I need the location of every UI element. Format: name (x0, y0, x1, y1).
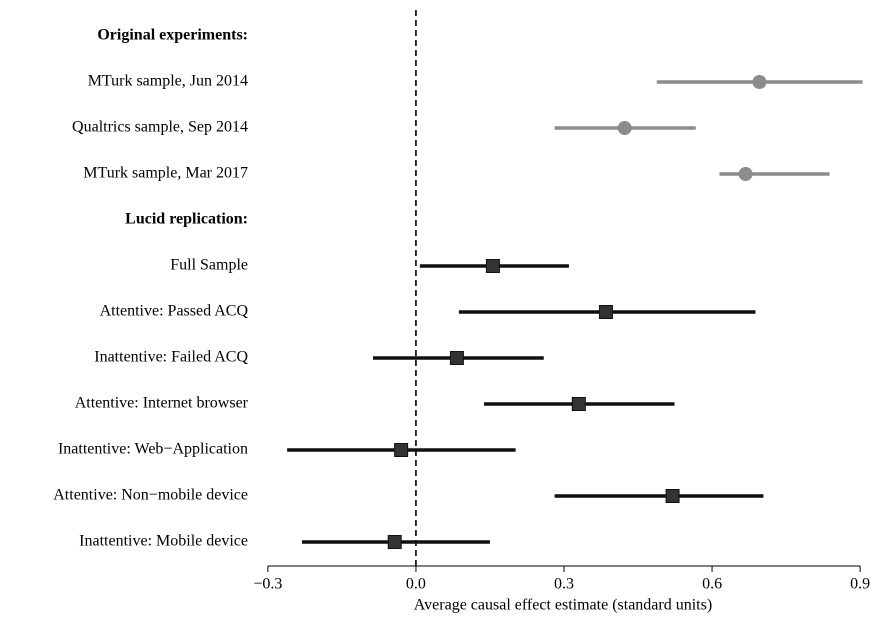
row-label: Inattentive: Failed ACQ (94, 349, 248, 366)
x-axis-label: Average causal effect estimate (standard… (414, 597, 712, 614)
x-tick-label: −0.3 (253, 576, 282, 593)
row-label: Attentive: Internet browser (75, 395, 249, 412)
x-tick-label: 0.9 (850, 576, 870, 593)
row-label: Inattentive: Web−Application (58, 441, 248, 458)
estimate-point (598, 305, 613, 319)
estimate-point (665, 489, 680, 503)
group-header: Original experiments: (97, 27, 248, 44)
row-label: Inattentive: Mobile device (79, 533, 248, 550)
x-tick-label: 0.0 (406, 576, 426, 593)
estimate-point (617, 121, 632, 135)
estimate-point (387, 535, 402, 549)
row-label: Attentive: Non−mobile device (53, 487, 248, 504)
row-label: MTurk sample, Jun 2014 (88, 73, 248, 90)
estimate-point (738, 167, 753, 181)
row-label: Qualtrics sample, Sep 2014 (72, 119, 248, 136)
group-header: Lucid replication: (125, 211, 248, 228)
estimate-point (752, 75, 767, 89)
row-label: Attentive: Passed ACQ (100, 303, 249, 320)
estimate-point (485, 259, 500, 273)
x-tick-label: 0.6 (702, 576, 722, 593)
estimate-point (571, 397, 586, 411)
row-label: Full Sample (170, 257, 248, 274)
estimate-point (449, 351, 464, 365)
row-label: MTurk sample, Mar 2017 (83, 165, 248, 182)
x-tick-label: 0.3 (554, 576, 574, 593)
estimate-point (394, 443, 409, 457)
